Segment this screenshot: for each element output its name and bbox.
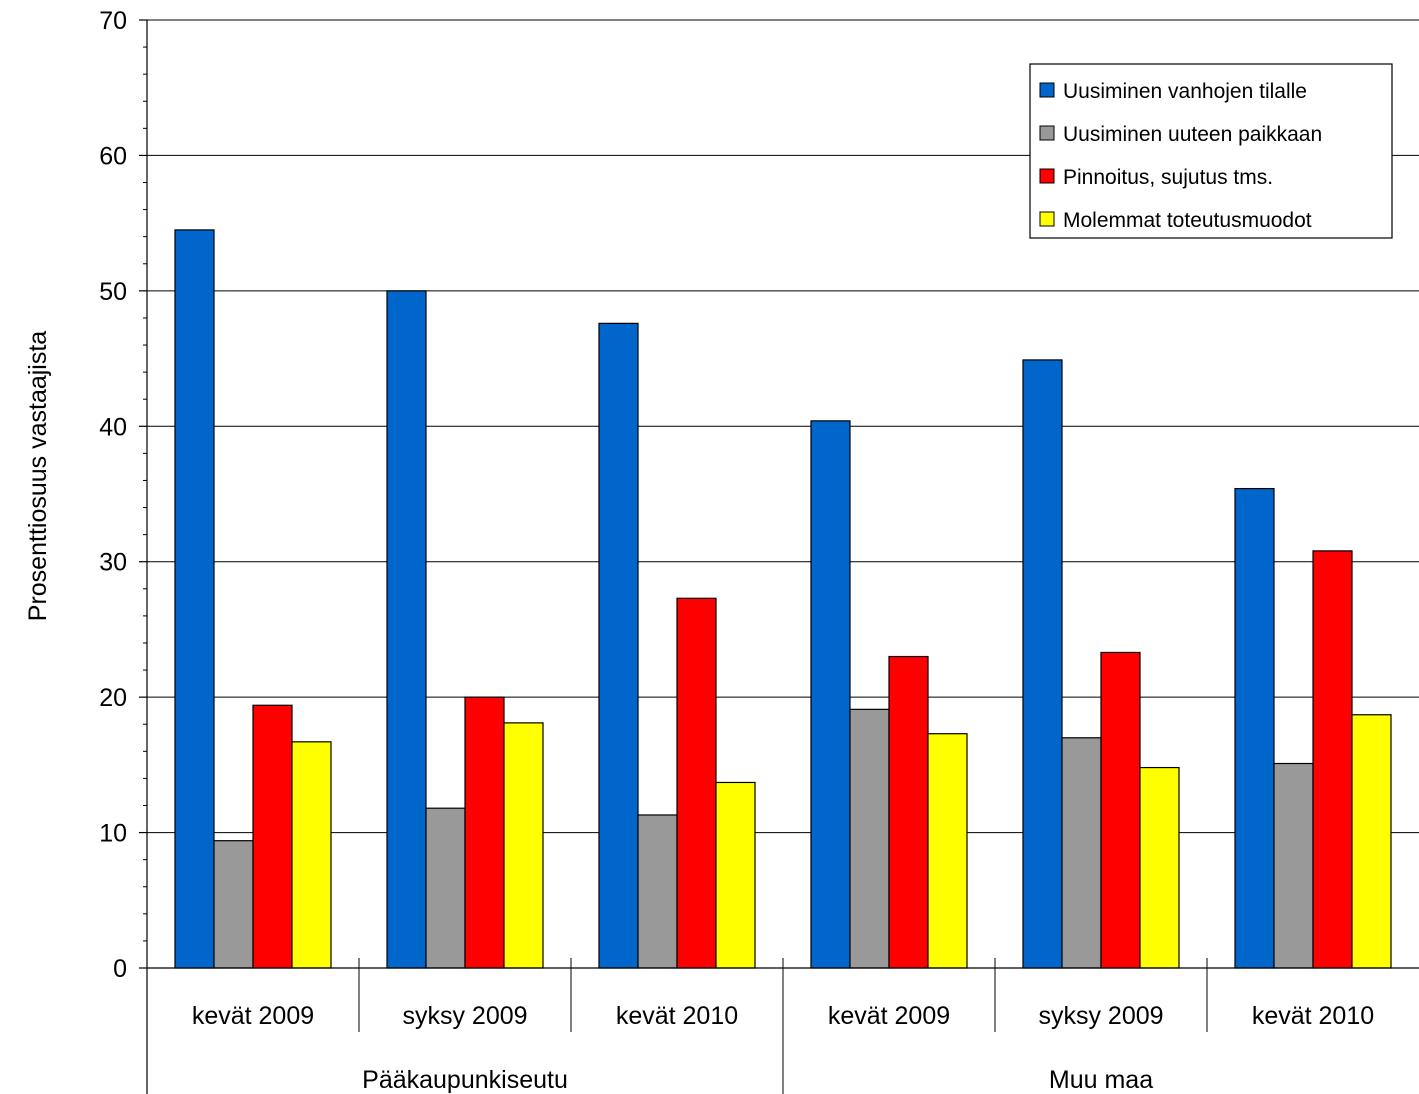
y-tick-label: 30 (99, 549, 127, 577)
legend-swatch (1039, 125, 1055, 141)
bar (1351, 714, 1392, 969)
bar (598, 322, 639, 969)
bar (252, 704, 293, 969)
bar (676, 597, 717, 969)
x-category-label: syksy 2009 (1038, 1002, 1163, 1030)
legend: Uusiminen vanhojen tilalle Uusiminen uute… (1029, 63, 1393, 239)
bar (1022, 359, 1063, 969)
y-tick-label: 50 (99, 278, 127, 306)
x-group-label: Muu maa (1049, 1066, 1153, 1094)
bar (1139, 766, 1180, 969)
x-category-label: kevät 2009 (828, 1002, 950, 1030)
x-group-label: Pääkaupunkiseutu (362, 1066, 568, 1094)
gridlines (147, 19, 1419, 834)
legend-swatch (1039, 211, 1055, 227)
legend-label: Uusiminen vanhojen tilalle (1063, 80, 1307, 103)
bars (174, 229, 1392, 969)
bar (386, 290, 427, 969)
x-category-label: kevät 2010 (1252, 1002, 1374, 1030)
bar (1273, 762, 1314, 969)
bar (927, 733, 968, 969)
bar (464, 696, 505, 969)
bar (849, 708, 890, 969)
x-category-label: kevät 2010 (616, 1002, 738, 1030)
legend-swatch (1039, 82, 1055, 98)
bar (888, 655, 929, 969)
bar (1312, 550, 1353, 969)
y-tick-label: 40 (99, 413, 127, 441)
y-tick-label: 0 (113, 955, 127, 983)
bar (503, 722, 544, 969)
bar (174, 229, 215, 969)
bar (425, 807, 466, 969)
legend-box (1029, 63, 1393, 239)
bar (715, 781, 756, 969)
y-tick-label: 10 (99, 820, 127, 848)
y-axis-title: Prosenttiosuus vastaajista (24, 331, 52, 622)
y-tick-label: 60 (99, 142, 127, 170)
axes: 0 10 20 30 40 50 60 70 kevät 2009 syksy 2009 kevät… (99, 7, 1419, 1094)
bar (213, 840, 254, 969)
legend-swatch (1039, 168, 1055, 184)
legend-label: Pinnoitus, sujutus tms. (1063, 166, 1273, 189)
y-tick-label: 70 (99, 7, 127, 35)
x-category-label: kevät 2009 (192, 1002, 314, 1030)
bar (1100, 651, 1141, 969)
bar (810, 420, 851, 969)
legend-label: Molemmat toteutusmuodot (1063, 209, 1312, 232)
bar (1234, 487, 1275, 969)
bar (291, 741, 332, 969)
bar (637, 814, 678, 969)
legend-label: Uusiminen uuteen paikkaan (1063, 123, 1322, 146)
bar (1061, 737, 1102, 969)
y-tick-label: 20 (99, 684, 127, 712)
x-category-label: syksy 2009 (402, 1002, 527, 1030)
